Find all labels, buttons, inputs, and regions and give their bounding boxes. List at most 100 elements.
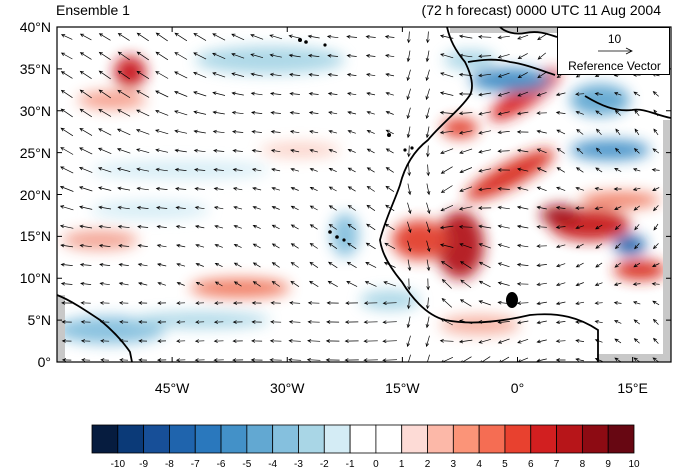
wind-vector xyxy=(232,301,243,305)
wind-vector xyxy=(193,71,207,78)
wind-vector xyxy=(345,301,359,305)
wind-vector xyxy=(632,282,641,286)
wind-vector xyxy=(556,148,565,154)
anomaly-positive xyxy=(190,278,290,298)
wind-vector xyxy=(366,223,376,231)
wind-vector xyxy=(575,282,584,287)
wind-vector xyxy=(79,205,93,210)
wind-vector xyxy=(214,243,223,248)
wind-vector xyxy=(536,186,547,192)
wind-vector xyxy=(426,259,431,272)
wind-vector xyxy=(407,164,412,177)
wind-vector xyxy=(613,187,622,191)
wind-vector xyxy=(478,54,492,59)
wind-vector xyxy=(426,240,431,253)
plot-title-right: (72 h forecast) 0000 UTC 11 Aug 2004 xyxy=(421,2,661,18)
wind-vector xyxy=(271,281,280,287)
wind-vector xyxy=(595,262,603,268)
wind-vector xyxy=(59,185,74,192)
wind-vector xyxy=(439,130,454,135)
wind-vector xyxy=(155,186,168,191)
wind-vector xyxy=(176,281,185,286)
latitude-tick-label: 40°N xyxy=(19,19,51,35)
colorbar-swatch xyxy=(220,424,248,454)
wind-vector xyxy=(363,320,378,324)
wind-vector xyxy=(60,127,74,137)
wind-vector xyxy=(382,320,397,325)
colorbar-swatch xyxy=(169,424,196,454)
wind-vector xyxy=(212,148,225,153)
wind-vector xyxy=(614,206,622,210)
wind-vector xyxy=(155,129,169,135)
wind-vector xyxy=(290,280,300,287)
wind-vector xyxy=(536,339,547,344)
wind-vector xyxy=(478,187,492,192)
wind-vector xyxy=(407,278,411,291)
wind-vector xyxy=(347,110,357,115)
wind-vector xyxy=(575,301,585,306)
wind-vector xyxy=(231,110,244,115)
anomaly-positive xyxy=(260,142,340,158)
wind-vector xyxy=(347,148,356,153)
wind-vector xyxy=(289,91,300,96)
wind-vector xyxy=(289,72,301,77)
wind-vector xyxy=(137,243,148,248)
wind-vector xyxy=(459,243,473,249)
wind-vector xyxy=(440,148,454,154)
wind-vector xyxy=(556,263,566,268)
wind-vector xyxy=(78,186,93,192)
anomaly-negative xyxy=(570,140,650,160)
wind-vector xyxy=(136,186,149,191)
longitude-tick-label: 15°W xyxy=(385,380,420,396)
wind-vector xyxy=(478,92,492,97)
wind-vector xyxy=(288,34,301,39)
wind-vector xyxy=(594,301,603,305)
wind-vector xyxy=(214,224,224,229)
wind-vector xyxy=(346,281,358,287)
wind-vector xyxy=(516,243,529,248)
longitude-tick-label: 30°W xyxy=(270,380,305,396)
wind-vector xyxy=(118,262,129,267)
wind-vector xyxy=(426,183,431,196)
wind-vector xyxy=(477,34,492,39)
wind-vector xyxy=(308,110,319,115)
wind-vector xyxy=(116,128,131,136)
wind-vector xyxy=(174,186,187,191)
wind-vector xyxy=(212,72,226,78)
wind-vector xyxy=(478,243,491,249)
island-cape-verde xyxy=(328,230,332,234)
wind-vector xyxy=(536,263,547,268)
wind-vector xyxy=(212,91,226,96)
wind-vector xyxy=(194,339,205,343)
wind-vector xyxy=(575,320,585,324)
wind-vector xyxy=(344,358,359,362)
wind-vector xyxy=(556,186,566,191)
wind-vector xyxy=(138,301,148,305)
wind-vector xyxy=(176,301,186,305)
wind-vector xyxy=(252,281,261,287)
wind-vector xyxy=(516,301,529,306)
wind-vector xyxy=(407,221,412,234)
wind-vector xyxy=(614,338,622,344)
colorbar-swatch xyxy=(581,424,609,454)
wind-vector xyxy=(497,320,510,325)
wind-vector xyxy=(440,72,454,78)
colorbar-swatch xyxy=(91,424,119,454)
latitude-tick-label: 5°N xyxy=(27,312,52,329)
wind-vector xyxy=(98,33,111,41)
wind-vector xyxy=(136,90,150,98)
wind-vector xyxy=(385,110,394,115)
wind-vector xyxy=(326,301,339,305)
wind-vector xyxy=(328,167,337,173)
wind-vector xyxy=(155,205,168,210)
wind-vector xyxy=(382,301,397,306)
colorbar-tick-label: -1 xyxy=(345,459,355,470)
wind-vector xyxy=(174,71,188,79)
wind-vector xyxy=(232,339,243,343)
latitude-tick-label: 30°N xyxy=(19,102,51,119)
missing-data-strip xyxy=(57,295,65,362)
wind-vector xyxy=(175,205,186,210)
wind-vector xyxy=(98,70,111,80)
wind-vector xyxy=(213,358,224,362)
wind-vector xyxy=(347,205,356,211)
